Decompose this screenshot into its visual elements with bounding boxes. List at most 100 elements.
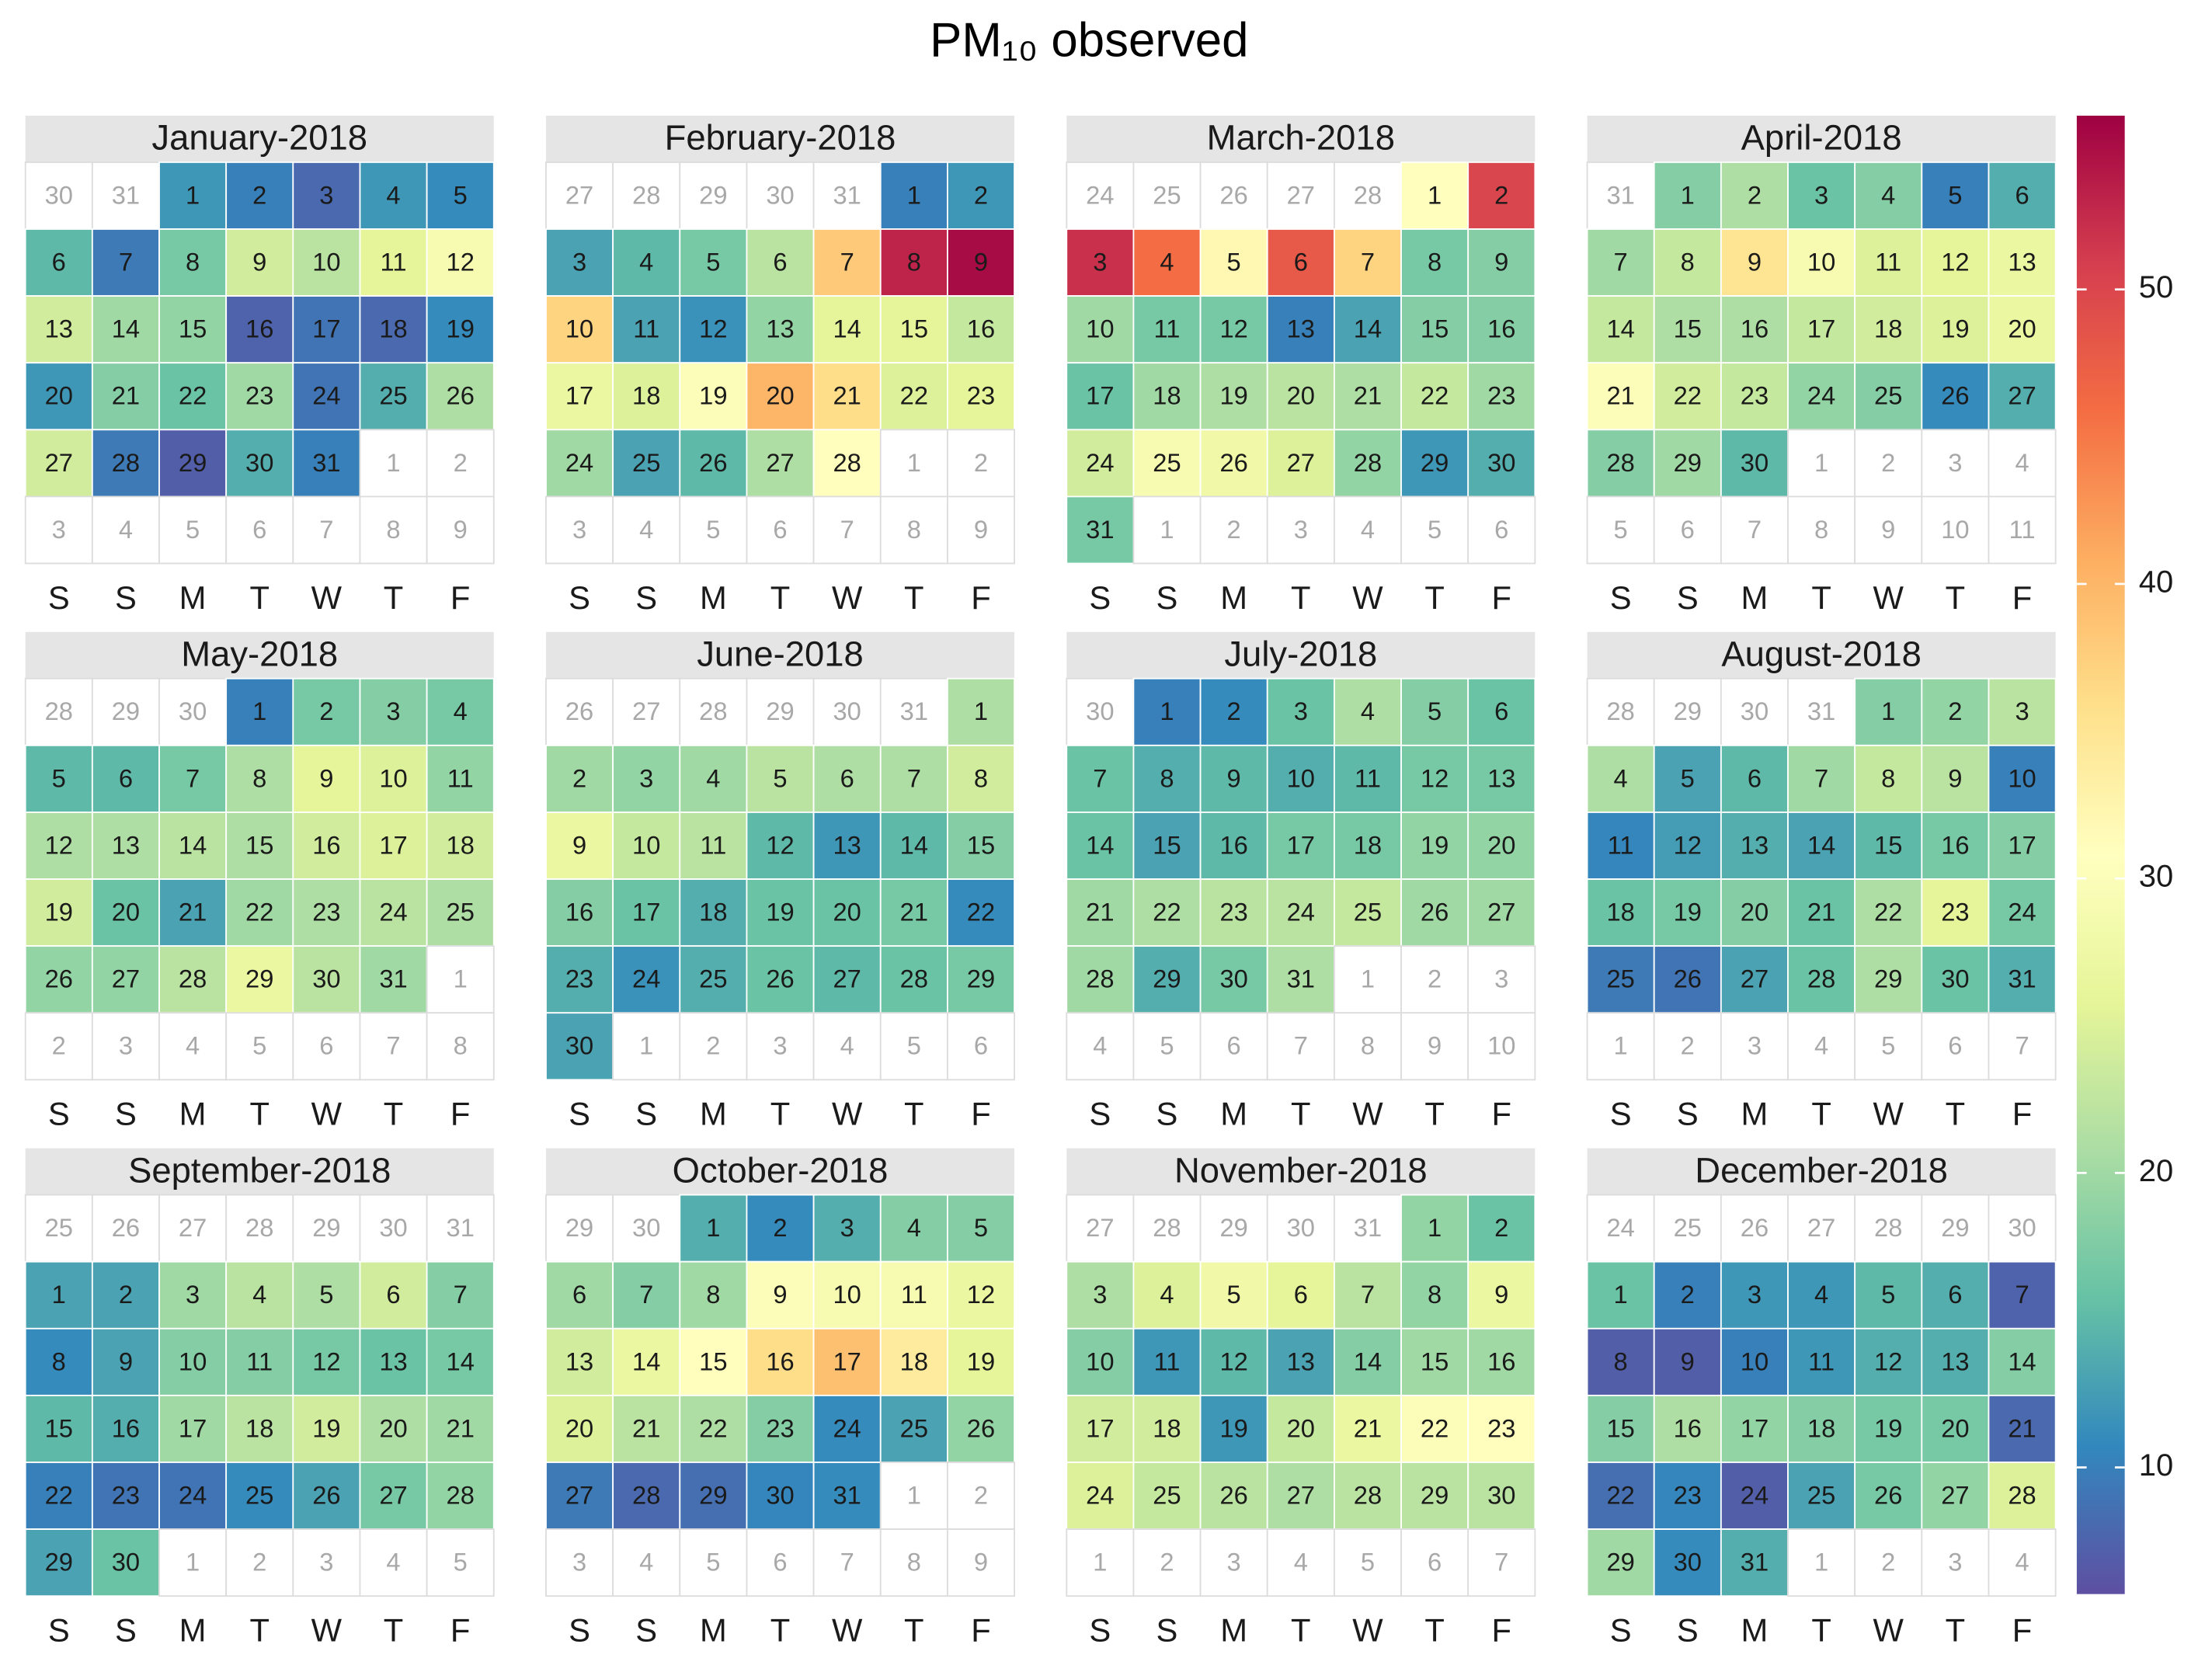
other-month-day: 7 bbox=[2015, 1031, 2029, 1060]
empty-cell bbox=[679, 677, 748, 746]
day-cell bbox=[158, 812, 228, 880]
day-number: 12 bbox=[1219, 315, 1247, 343]
day-cell bbox=[158, 161, 228, 230]
day-cell bbox=[1653, 161, 1722, 230]
empty-cell bbox=[225, 1012, 294, 1081]
day-number: 30 bbox=[1487, 1480, 1515, 1509]
day-cell bbox=[225, 362, 294, 431]
empty-cell bbox=[947, 1528, 1015, 1597]
other-month-day: 28 bbox=[245, 1213, 273, 1242]
day-number: 2 bbox=[773, 1213, 787, 1242]
other-month-day: 27 bbox=[632, 697, 660, 725]
day-number: 22 bbox=[1153, 898, 1181, 926]
empty-cell bbox=[426, 1528, 495, 1597]
day-cell bbox=[1132, 1260, 1202, 1330]
other-month-day: 28 bbox=[699, 697, 727, 725]
day-cell bbox=[1988, 362, 2057, 431]
day-cell bbox=[612, 295, 681, 364]
day-cell bbox=[1653, 1462, 1722, 1530]
day-number: 10 bbox=[179, 1347, 207, 1375]
day-cell bbox=[24, 878, 93, 947]
day-number: 11 bbox=[1875, 248, 1901, 276]
day-cell bbox=[1266, 429, 1335, 498]
day-number: 4 bbox=[1814, 1280, 1828, 1309]
day-cell bbox=[545, 1260, 614, 1330]
empty-cell bbox=[24, 161, 93, 230]
day-cell bbox=[1066, 744, 1135, 813]
day-cell bbox=[1333, 744, 1402, 813]
weekday-label: T bbox=[1811, 1096, 1831, 1132]
day-number: 7 bbox=[1093, 763, 1107, 792]
day-number: 9 bbox=[1494, 248, 1508, 276]
weekday-label: S bbox=[1677, 579, 1699, 616]
day-number: 6 bbox=[2015, 180, 2029, 209]
day-number: 11 bbox=[381, 248, 407, 276]
day-number: 15 bbox=[1421, 315, 1449, 343]
weekday-label: W bbox=[1352, 579, 1383, 616]
day-number: 7 bbox=[840, 248, 854, 276]
day-number: 28 bbox=[900, 965, 928, 993]
day-cell bbox=[1467, 362, 1536, 431]
day-number: 20 bbox=[1741, 898, 1769, 926]
other-month-day: 5 bbox=[1881, 1031, 1895, 1060]
day-number: 6 bbox=[52, 248, 66, 276]
empty-cell bbox=[812, 677, 882, 746]
day-number: 13 bbox=[45, 315, 73, 343]
other-month-day: 8 bbox=[1361, 1031, 1375, 1060]
day-number: 20 bbox=[1287, 381, 1315, 410]
day-number: 17 bbox=[1287, 830, 1315, 859]
empty-cell bbox=[24, 677, 93, 746]
day-number: 31 bbox=[1741, 1548, 1769, 1576]
day-cell bbox=[1653, 744, 1722, 813]
other-month-day: 29 bbox=[1941, 1213, 1969, 1242]
day-number: 9 bbox=[1948, 763, 1962, 792]
day-number: 12 bbox=[766, 830, 794, 859]
day-number: 23 bbox=[1219, 898, 1247, 926]
month-title: September-2018 bbox=[128, 1150, 391, 1190]
day-cell bbox=[1720, 878, 1789, 947]
day-number: 4 bbox=[907, 1213, 921, 1242]
weekday-label: S bbox=[48, 1096, 70, 1132]
day-cell bbox=[1988, 1327, 2057, 1396]
other-month-day: 31 bbox=[900, 697, 928, 725]
weekday-label: M bbox=[179, 1096, 207, 1132]
other-month-day: 5 bbox=[706, 515, 720, 544]
day-cell bbox=[1988, 878, 2057, 947]
other-month-day: 6 bbox=[319, 1031, 333, 1060]
day-number: 2 bbox=[1681, 1280, 1695, 1309]
empty-cell bbox=[679, 1528, 748, 1597]
day-number: 14 bbox=[179, 830, 207, 859]
weekday-label: T bbox=[249, 579, 270, 616]
day-cell bbox=[545, 1394, 614, 1463]
empty-cell bbox=[1400, 1012, 1469, 1081]
day-cell bbox=[292, 228, 361, 297]
day-cell bbox=[545, 1462, 614, 1530]
empty-cell bbox=[426, 495, 495, 565]
day-cell bbox=[1854, 1260, 1923, 1330]
weekday-label: T bbox=[904, 1611, 924, 1648]
day-cell bbox=[1586, 362, 1655, 431]
other-month-day: 31 bbox=[1606, 180, 1634, 209]
day-number: 30 bbox=[1674, 1548, 1702, 1576]
day-number: 21 bbox=[447, 1413, 475, 1442]
day-number: 12 bbox=[1219, 1347, 1247, 1375]
weekday-label: W bbox=[832, 1611, 863, 1648]
day-number: 23 bbox=[1487, 381, 1515, 410]
day-number: 4 bbox=[1614, 763, 1628, 792]
empty-cell bbox=[947, 1012, 1015, 1081]
month-strip bbox=[1587, 1148, 2056, 1195]
day-cell bbox=[292, 362, 361, 431]
day-cell bbox=[679, 362, 748, 431]
weekday-label: M bbox=[1220, 1611, 1247, 1648]
day-number: 26 bbox=[312, 1480, 340, 1509]
day-number: 13 bbox=[833, 830, 861, 859]
other-month-day: 1 bbox=[386, 448, 400, 477]
day-number: 19 bbox=[45, 898, 73, 926]
day-number: 8 bbox=[52, 1347, 66, 1375]
other-month-day: 11 bbox=[2009, 515, 2036, 544]
weekday-label: T bbox=[1946, 1096, 1966, 1132]
day-number: 5 bbox=[52, 763, 66, 792]
day-number: 5 bbox=[1881, 1280, 1895, 1309]
day-number: 9 bbox=[1227, 763, 1241, 792]
day-number: 17 bbox=[1086, 381, 1114, 410]
